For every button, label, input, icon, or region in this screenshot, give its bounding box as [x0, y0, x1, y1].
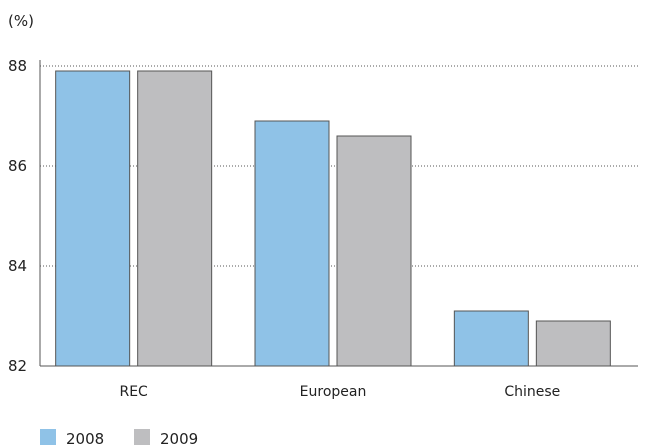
y-unit-label: (%) [8, 12, 34, 30]
bar-rec-2009 [137, 70, 213, 367]
legend-label: 2008 [66, 430, 104, 446]
y-tick-label: 82 [8, 357, 27, 375]
legend-swatch-2009 [134, 429, 150, 445]
legend-swatch-2008 [40, 429, 56, 445]
legend-label: 2009 [160, 430, 198, 446]
category-label: REC [119, 384, 148, 400]
legend: 2008 2009 [40, 429, 198, 446]
bar-european-2008 [254, 120, 330, 367]
bar-chinese-2008 [453, 310, 529, 367]
bar-european-2009 [336, 135, 412, 367]
bar-chinese-2009 [535, 320, 611, 367]
y-tick-labels: 82 84 86 88 [8, 57, 27, 375]
category-label: European [300, 384, 367, 400]
bar-rec-2008 [55, 70, 131, 367]
y-tick-label: 86 [8, 157, 27, 175]
category-label: Chinese [504, 384, 560, 400]
category-labels: REC European Chinese [119, 384, 560, 400]
bars [55, 70, 611, 367]
y-tick-label: 84 [8, 257, 27, 275]
y-tick-label: 88 [8, 57, 27, 75]
